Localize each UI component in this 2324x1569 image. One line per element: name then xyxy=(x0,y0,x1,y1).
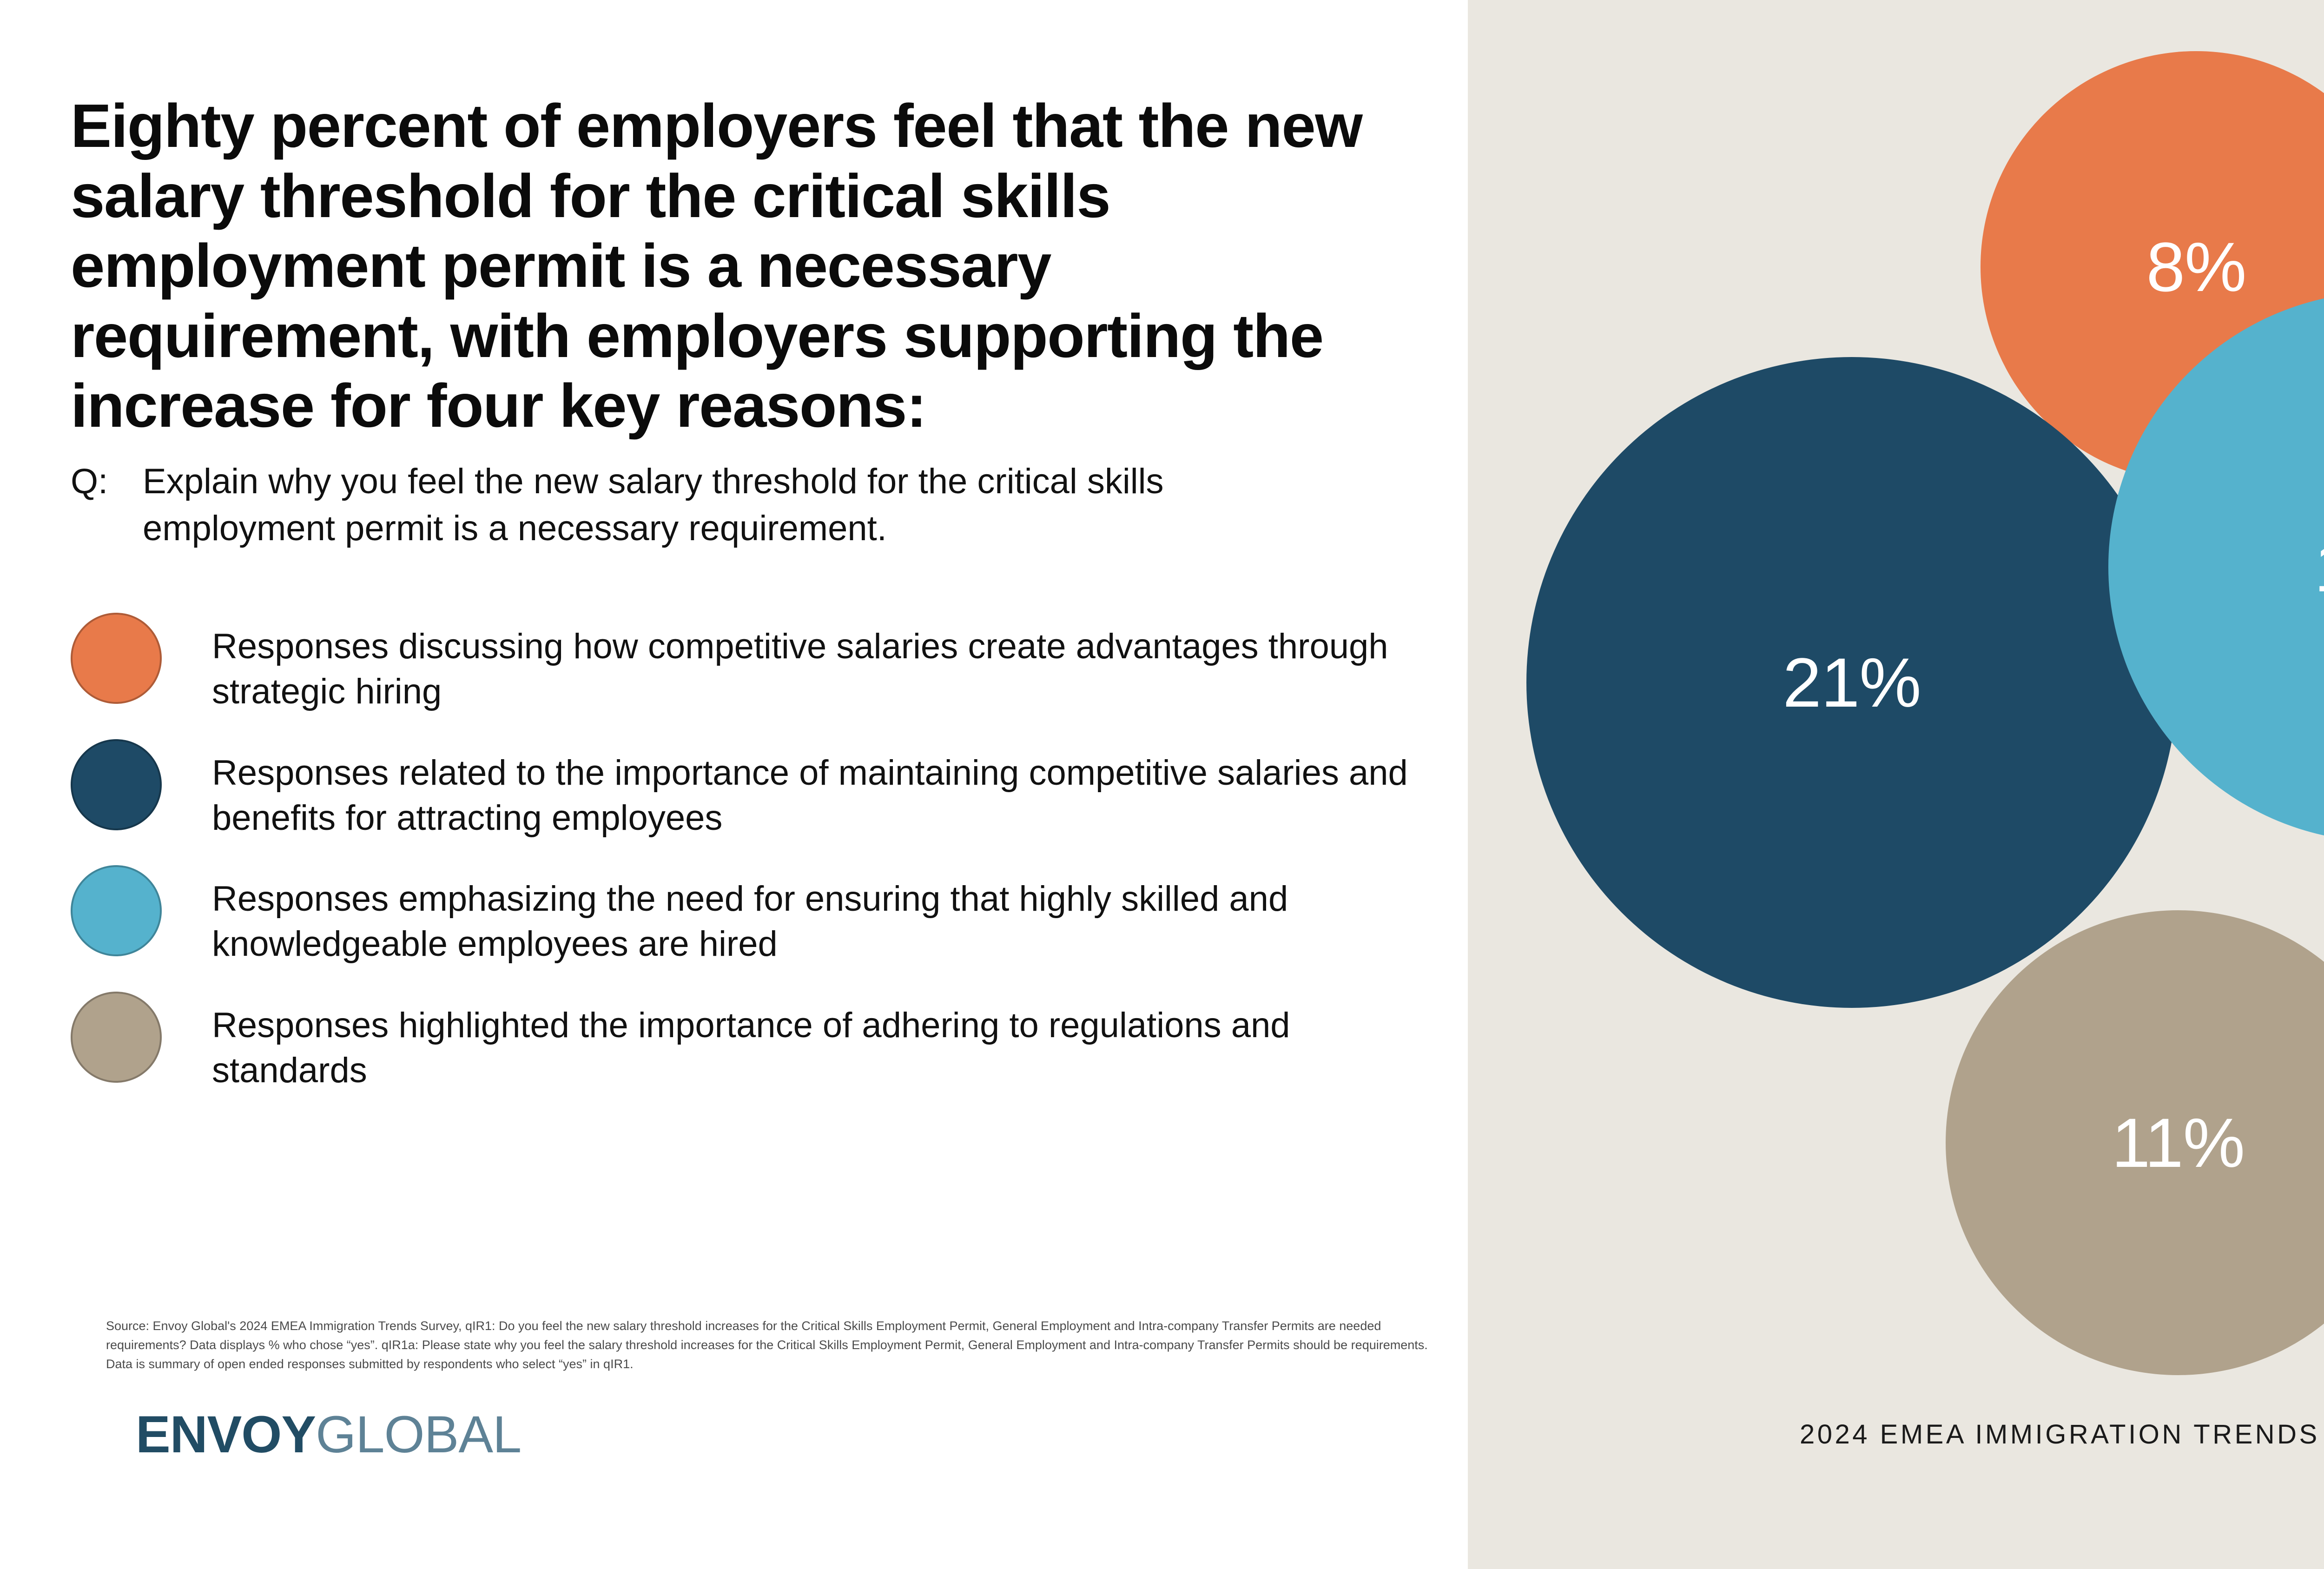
source-footnote: Source: Envoy Global's 2024 EMEA Immigra… xyxy=(106,1319,1428,1371)
right-chart-panel: 8% 21% 16% 11% 2024 EMEA IMMIGRATION TRENDS… xyxy=(1468,0,2324,1569)
left-content-panel: Eighty percent of employers feel that th… xyxy=(71,92,1442,1461)
bubble-21: 21% xyxy=(1526,357,2177,1008)
legend-item-label: Responses related to the importance of m… xyxy=(212,753,1408,838)
legend-color-dot-icon xyxy=(71,991,162,1083)
legend-color-dot-icon xyxy=(71,739,162,830)
question-label: Q: xyxy=(71,462,108,501)
legend-item: Responses related to the importance of m… xyxy=(71,739,1442,841)
bubble-value-label: 8% xyxy=(2146,228,2247,306)
legend-item-label: Responses highlighted the importance of … xyxy=(212,1005,1290,1090)
legend-item: Responses highlighted the importance of … xyxy=(71,991,1442,1093)
bubble-value-label: 11% xyxy=(2111,1104,2245,1182)
bubble-8: 8% xyxy=(1981,51,2324,483)
question-text: Explain why you feel the new salary thre… xyxy=(143,462,1164,549)
bubble-value-label: 21% xyxy=(1783,643,1921,722)
envoy-global-logo: ENVOYGLOBAL xyxy=(136,1409,522,1461)
logo-global-text: GLOBAL xyxy=(316,1405,522,1463)
bubble-value-label: 16% xyxy=(2314,532,2324,602)
legend-color-dot-icon xyxy=(71,865,162,957)
legend-list: Responses discussing how competitive sal… xyxy=(71,613,1442,1118)
bubble-chart: 8% 21% 16% 11% xyxy=(1468,0,2324,1375)
bubble-11: 11% xyxy=(1946,910,2324,1375)
logo-envoy-text: ENVOY xyxy=(136,1405,316,1463)
page-title: Eighty percent of employers feel that th… xyxy=(71,92,1363,440)
question-block: Q: Explain why you feel the new salary t… xyxy=(71,458,1409,552)
report-footer-title: 2024 EMEA IMMIGRATION TRENDS REPORT xyxy=(1800,1419,2324,1450)
legend-item: Responses emphasizing the need for ensur… xyxy=(71,865,1442,967)
legend-item-label: Responses emphasizing the need for ensur… xyxy=(212,879,1288,964)
legend-color-dot-icon xyxy=(71,613,162,704)
legend-item-label: Responses discussing how competitive sal… xyxy=(212,627,1388,712)
legend-item: Responses discussing how competitive sal… xyxy=(71,613,1442,715)
